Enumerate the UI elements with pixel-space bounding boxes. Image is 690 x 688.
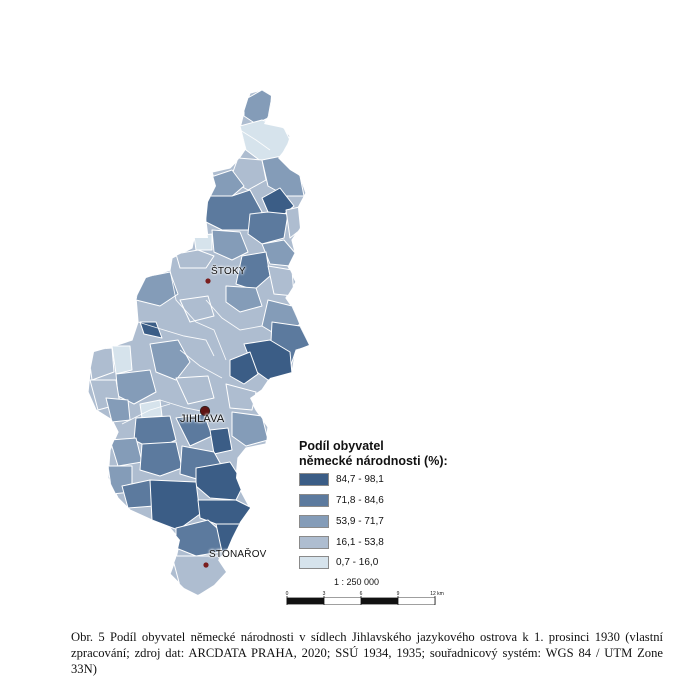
municipality <box>149 479 201 531</box>
municipality <box>229 351 259 385</box>
figure-caption: Obr. 5 Podíl obyvatel německé národnosti… <box>71 630 663 676</box>
legend-item: 16,1 - 53,8 <box>299 535 384 550</box>
municipality <box>179 295 215 323</box>
municipality <box>111 345 133 375</box>
municipality <box>231 411 269 447</box>
legend-swatch <box>299 473 329 486</box>
legend-label: 0,7 - 16,0 <box>336 557 379 568</box>
scale-bar <box>286 596 436 605</box>
scale-tick: 0 <box>285 591 289 597</box>
legend-label: 71,8 - 84,6 <box>336 495 384 506</box>
municipality <box>243 90 273 125</box>
town-label-jihlava: JIHLAVA <box>180 413 225 425</box>
city-dot <box>199 405 211 417</box>
municipality <box>175 249 215 269</box>
municipality <box>175 375 215 405</box>
legend-swatch <box>299 494 329 507</box>
legend-label: 16,1 - 53,8 <box>336 537 384 548</box>
legend-swatch <box>299 515 329 528</box>
legend-item: 53,9 - 71,7 <box>299 514 384 529</box>
town-dot <box>203 562 209 568</box>
municipality <box>247 211 289 245</box>
municipality <box>235 251 271 291</box>
legend-title: Podíl obyvatel německé národnosti (%): <box>299 439 448 469</box>
municipality <box>211 229 249 261</box>
municipality <box>209 427 233 455</box>
town-dot <box>205 278 211 284</box>
municipality <box>193 233 213 251</box>
town-label-stonarov: STONAŘOV <box>209 549 267 560</box>
legend-swatch <box>299 556 329 569</box>
scale-tick: 9 <box>396 591 400 597</box>
town-label-stoky: ŠTOKY <box>211 266 246 277</box>
legend-title-line2: německé národnosti (%): <box>299 454 448 468</box>
scale-ratio: 1 : 250 000 <box>334 577 380 587</box>
legend-item: 0,7 - 16,0 <box>299 555 378 570</box>
legend-item: 84,7 - 98,1 <box>299 472 384 487</box>
legend-item: 71,8 - 84,6 <box>299 493 384 508</box>
legend-swatch <box>299 536 329 549</box>
municipality <box>225 383 257 411</box>
legend-title-line1: Podíl obyvatel <box>299 439 384 453</box>
scale-tick: 12 km <box>430 591 444 597</box>
municipality <box>139 441 183 477</box>
legend-label: 53,9 - 71,7 <box>336 516 384 527</box>
scale-tick: 3 <box>322 591 326 597</box>
scale-tick: 6 <box>359 591 363 597</box>
municipality <box>225 285 263 313</box>
municipality <box>139 321 163 339</box>
legend-label: 84,7 - 98,1 <box>336 474 384 485</box>
